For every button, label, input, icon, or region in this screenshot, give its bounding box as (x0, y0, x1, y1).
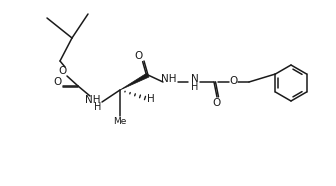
Text: N: N (191, 74, 199, 84)
Text: O: O (230, 76, 238, 86)
Text: NH: NH (161, 74, 177, 84)
Text: O: O (58, 66, 66, 76)
Polygon shape (120, 73, 149, 90)
Text: H: H (147, 94, 155, 104)
Text: NH: NH (85, 95, 101, 105)
Text: O: O (135, 51, 143, 61)
Text: O: O (213, 98, 221, 108)
Text: H: H (94, 102, 102, 112)
Text: H: H (191, 82, 199, 92)
Text: Me: Me (113, 118, 127, 126)
Text: O: O (53, 77, 61, 87)
